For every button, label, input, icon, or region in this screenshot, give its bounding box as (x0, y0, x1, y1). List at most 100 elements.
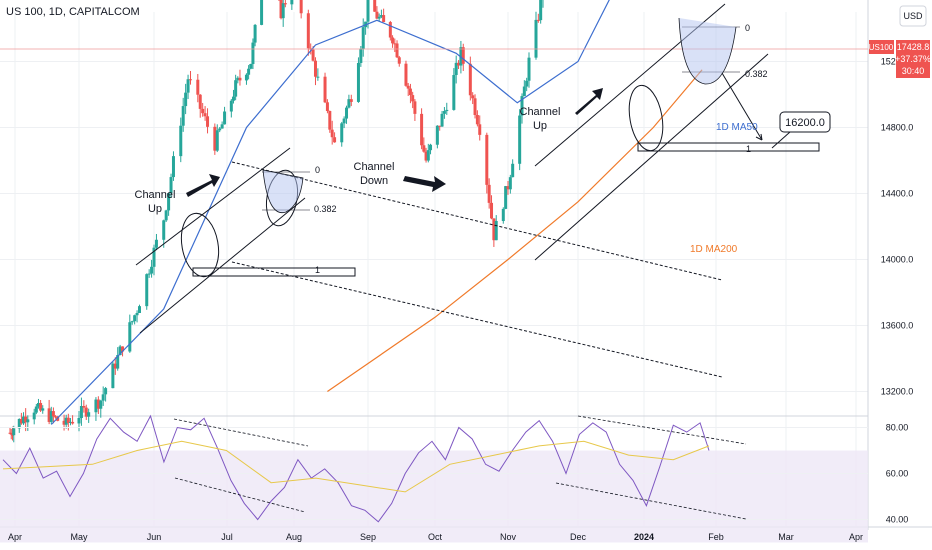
price-tick-label: 13600.0 (881, 321, 914, 331)
candle-body (424, 151, 428, 161)
rsi-tick-label: 80.00 (886, 423, 909, 433)
candle-body (511, 163, 515, 178)
candle-body (34, 406, 38, 413)
rsi-band (0, 450, 868, 543)
candle-body (440, 113, 444, 127)
candle-body (19, 418, 23, 424)
candle-body (99, 400, 103, 409)
fib-label: 0.382 (745, 69, 768, 79)
last-price-label: 17428.8 (897, 42, 930, 52)
candle-body (408, 88, 412, 96)
candle-body (391, 37, 395, 44)
candle-body (137, 306, 141, 314)
candle-body (316, 76, 320, 78)
candle-body (101, 394, 105, 401)
candle-body (203, 113, 207, 117)
rsi-channel-line (555, 482, 747, 520)
candle-body (121, 346, 125, 352)
fib-label: 0 (745, 23, 750, 33)
candle-body (12, 428, 16, 436)
candle-body (490, 202, 494, 219)
candle-body (94, 399, 98, 413)
candle-body (238, 77, 242, 81)
annotation-channel-down: Channel (354, 161, 395, 173)
candle-body (128, 322, 132, 352)
candle-body (79, 405, 83, 419)
price-tick-label: 14000.0 (881, 255, 914, 265)
candle-body (504, 186, 508, 209)
candle-body (145, 274, 149, 307)
candle-body (218, 128, 222, 131)
candle-body (306, 13, 310, 49)
candle-body (41, 408, 45, 411)
annotation-channel-up: Channel (135, 189, 176, 201)
candle-body (198, 94, 202, 109)
rsi-line (2, 414, 710, 523)
rsi-tick-label: 60.00 (886, 469, 909, 479)
annotation-ma50: 1D MA50 (716, 122, 758, 133)
candle-body (196, 79, 200, 95)
candle-body (167, 193, 171, 211)
candle-body (457, 62, 461, 66)
support-box (637, 142, 820, 152)
candle-body (422, 145, 426, 152)
candle-body (47, 408, 51, 422)
symbol-tag-label: US100 (869, 43, 894, 52)
candle-body (84, 407, 88, 417)
candle-body (506, 186, 510, 190)
candle-body (231, 96, 235, 101)
candle-body (494, 221, 498, 241)
candle-body (234, 80, 238, 97)
candle-body (9, 432, 13, 435)
candle-body (534, 19, 538, 58)
candle-body (64, 417, 68, 425)
callout-box (779, 111, 831, 133)
candle-body (468, 63, 472, 96)
candle-body (445, 109, 449, 112)
time-tick-label: Sep (360, 532, 376, 542)
candle-body (118, 346, 122, 356)
candle-body (39, 402, 43, 411)
candle-body (181, 106, 185, 126)
arrow-head (755, 133, 763, 141)
candle-body (213, 126, 217, 151)
candle-body (349, 99, 353, 102)
annotation-channel-up: Channel (520, 106, 561, 118)
candle-body (485, 134, 489, 185)
candle-body (96, 399, 100, 409)
fib-label: 1 (746, 144, 751, 154)
candle-body (413, 101, 417, 114)
candle-body (260, 0, 264, 25)
candle-body (461, 47, 465, 64)
candle-body (527, 57, 531, 81)
trend-arrow (403, 176, 446, 192)
channel-up-line-lower-2 (534, 53, 769, 261)
candle-body (49, 411, 53, 422)
price-tick-label: 13200.0 (881, 387, 914, 397)
candle-body (508, 177, 512, 190)
candle-body (54, 416, 58, 418)
candle-body (539, 0, 543, 21)
candle-body (62, 420, 66, 425)
candle-body (388, 22, 392, 38)
callout-pointer (771, 131, 791, 149)
candle-body (171, 156, 175, 178)
candle-body (525, 80, 529, 87)
candle-body (536, 19, 540, 21)
annotation-ma200: 1D MA200 (690, 244, 738, 255)
candle-body (229, 100, 233, 112)
candle-body (279, 0, 283, 19)
candle-body (313, 60, 317, 77)
candle-body (487, 184, 491, 203)
candle-body (323, 76, 327, 103)
candle-body (311, 49, 315, 61)
candle-body (87, 412, 91, 417)
candle-body (223, 111, 227, 125)
candle-body (82, 405, 86, 408)
candle-body (395, 43, 399, 58)
candle-body (379, 15, 383, 17)
candle-body (152, 247, 156, 267)
candle-body (420, 113, 424, 146)
annotation-channel-up: Up (533, 120, 547, 132)
